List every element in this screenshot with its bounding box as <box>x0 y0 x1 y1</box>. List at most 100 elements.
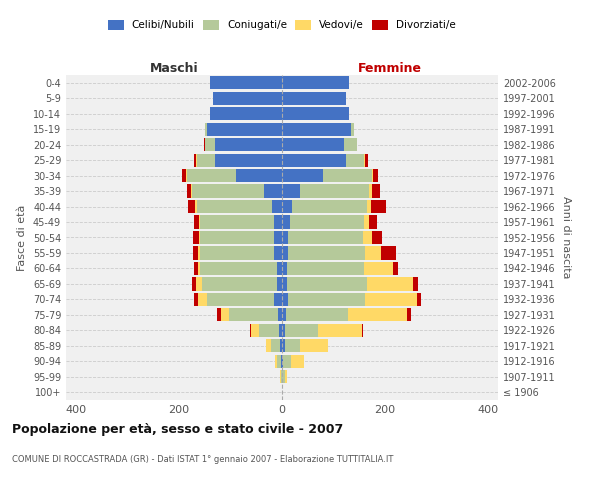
Y-axis label: Fasce di età: Fasce di età <box>17 204 27 270</box>
Bar <box>282 216 290 228</box>
Bar <box>274 293 282 306</box>
Bar <box>367 278 413 290</box>
Bar <box>280 340 282 352</box>
Bar <box>194 216 199 228</box>
Bar <box>208 293 274 306</box>
Bar <box>283 354 291 368</box>
Bar <box>250 324 251 337</box>
Bar <box>271 340 280 352</box>
Bar <box>196 154 197 166</box>
Bar <box>370 216 377 228</box>
Bar <box>282 107 349 120</box>
Bar <box>274 246 282 260</box>
Text: COMUNE DI ROCCASTRADA (GR) - Dati ISTAT 1° gennaio 2007 - Elaborazione TUTTITALI: COMUNE DI ROCCASTRADA (GR) - Dati ISTAT … <box>12 455 394 464</box>
Bar <box>372 231 382 244</box>
Bar <box>251 324 259 337</box>
Bar <box>212 92 282 105</box>
Bar <box>275 354 277 368</box>
Bar <box>288 231 363 244</box>
Bar <box>188 200 194 213</box>
Bar <box>205 122 208 136</box>
Bar <box>287 278 367 290</box>
Bar <box>284 370 287 384</box>
Bar <box>282 154 346 166</box>
Bar <box>300 184 370 198</box>
Bar <box>229 308 278 322</box>
Bar <box>281 370 282 384</box>
Bar <box>288 293 365 306</box>
Bar <box>277 354 281 368</box>
Bar <box>417 293 421 306</box>
Bar <box>284 324 318 337</box>
Bar <box>282 278 287 290</box>
Bar <box>372 184 380 198</box>
Bar <box>221 308 229 322</box>
Bar <box>282 293 288 306</box>
Bar <box>205 138 215 151</box>
Bar <box>266 340 271 352</box>
Bar <box>372 169 373 182</box>
Bar <box>282 308 286 322</box>
Bar <box>373 169 378 182</box>
Bar <box>204 138 205 151</box>
Bar <box>288 246 365 260</box>
Bar <box>182 169 186 182</box>
Bar <box>364 216 370 228</box>
Bar <box>193 231 199 244</box>
Bar <box>364 262 392 275</box>
Bar <box>200 216 274 228</box>
Bar <box>210 107 282 120</box>
Bar <box>274 231 282 244</box>
Bar <box>363 231 372 244</box>
Bar <box>413 278 418 290</box>
Bar <box>365 246 381 260</box>
Bar <box>210 76 282 90</box>
Bar <box>282 340 284 352</box>
Bar <box>318 324 362 337</box>
Bar <box>197 200 272 213</box>
Bar <box>282 184 300 198</box>
Bar <box>371 200 386 213</box>
Bar <box>194 200 197 213</box>
Bar <box>292 200 367 213</box>
Bar <box>281 354 282 368</box>
Bar <box>323 169 372 182</box>
Bar <box>282 262 287 275</box>
Bar <box>365 293 417 306</box>
Bar <box>194 262 198 275</box>
Bar <box>277 262 282 275</box>
Bar <box>344 138 356 151</box>
Bar <box>286 308 348 322</box>
Bar <box>282 92 346 105</box>
Bar <box>278 308 282 322</box>
Bar <box>282 122 352 136</box>
Bar <box>291 354 304 368</box>
Bar <box>192 184 264 198</box>
Bar <box>217 308 221 322</box>
Bar <box>193 246 198 260</box>
Bar <box>370 184 372 198</box>
Bar <box>367 200 371 213</box>
Bar <box>186 169 187 182</box>
Bar <box>280 324 282 337</box>
Bar <box>200 231 274 244</box>
Bar <box>198 293 208 306</box>
Text: Femmine: Femmine <box>358 62 422 75</box>
Bar <box>198 262 200 275</box>
Bar <box>208 122 282 136</box>
Bar <box>282 138 344 151</box>
Bar <box>191 184 192 198</box>
Bar <box>300 340 328 352</box>
Bar <box>352 122 354 136</box>
Bar <box>187 169 236 182</box>
Bar <box>282 246 288 260</box>
Bar <box>362 324 363 337</box>
Bar <box>290 216 364 228</box>
Bar <box>199 216 200 228</box>
Bar <box>282 354 283 368</box>
Bar <box>282 370 284 384</box>
Bar <box>364 154 365 166</box>
Bar <box>277 278 282 290</box>
Bar <box>284 340 300 352</box>
Bar <box>236 169 282 182</box>
